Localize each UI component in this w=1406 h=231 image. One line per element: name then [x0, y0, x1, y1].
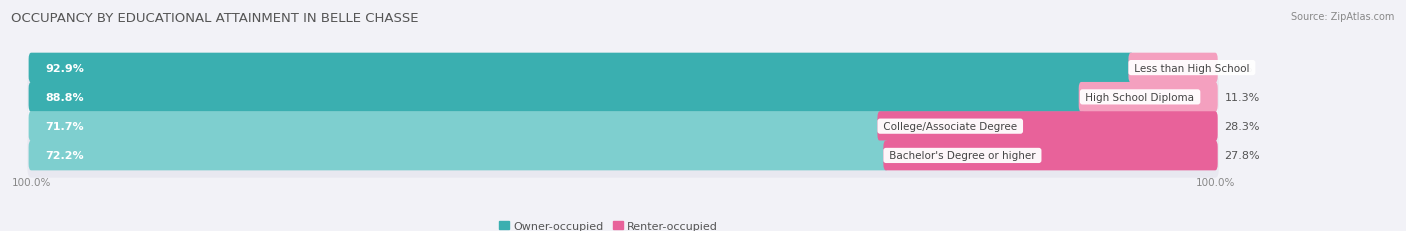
FancyBboxPatch shape	[1129, 53, 1218, 83]
Text: High School Diploma: High School Diploma	[1083, 92, 1198, 102]
Legend: Owner-occupied, Renter-occupied: Owner-occupied, Renter-occupied	[495, 216, 723, 231]
Text: Bachelor's Degree or higher: Bachelor's Degree or higher	[886, 151, 1039, 161]
Text: 92.9%: 92.9%	[45, 63, 84, 73]
Text: 71.7%: 71.7%	[45, 122, 84, 132]
Text: OCCUPANCY BY EDUCATIONAL ATTAINMENT IN BELLE CHASSE: OCCUPANCY BY EDUCATIONAL ATTAINMENT IN B…	[11, 12, 419, 24]
FancyBboxPatch shape	[28, 112, 883, 141]
FancyBboxPatch shape	[28, 83, 1085, 112]
FancyBboxPatch shape	[28, 53, 1133, 83]
Text: 11.3%: 11.3%	[1225, 92, 1260, 102]
Text: 88.8%: 88.8%	[45, 92, 84, 102]
Text: College/Associate Degree: College/Associate Degree	[880, 122, 1021, 132]
Text: 72.2%: 72.2%	[45, 151, 84, 161]
FancyBboxPatch shape	[28, 104, 1219, 149]
Text: 27.8%: 27.8%	[1225, 151, 1260, 161]
Text: Source: ZipAtlas.com: Source: ZipAtlas.com	[1291, 12, 1395, 21]
Text: 28.3%: 28.3%	[1225, 122, 1260, 132]
FancyBboxPatch shape	[1078, 83, 1218, 112]
FancyBboxPatch shape	[883, 141, 1218, 171]
FancyBboxPatch shape	[877, 112, 1218, 141]
FancyBboxPatch shape	[28, 134, 1219, 178]
Text: 7.1%: 7.1%	[1225, 63, 1253, 73]
FancyBboxPatch shape	[28, 46, 1219, 91]
FancyBboxPatch shape	[28, 75, 1219, 120]
Text: Less than High School: Less than High School	[1130, 63, 1253, 73]
FancyBboxPatch shape	[28, 141, 889, 171]
